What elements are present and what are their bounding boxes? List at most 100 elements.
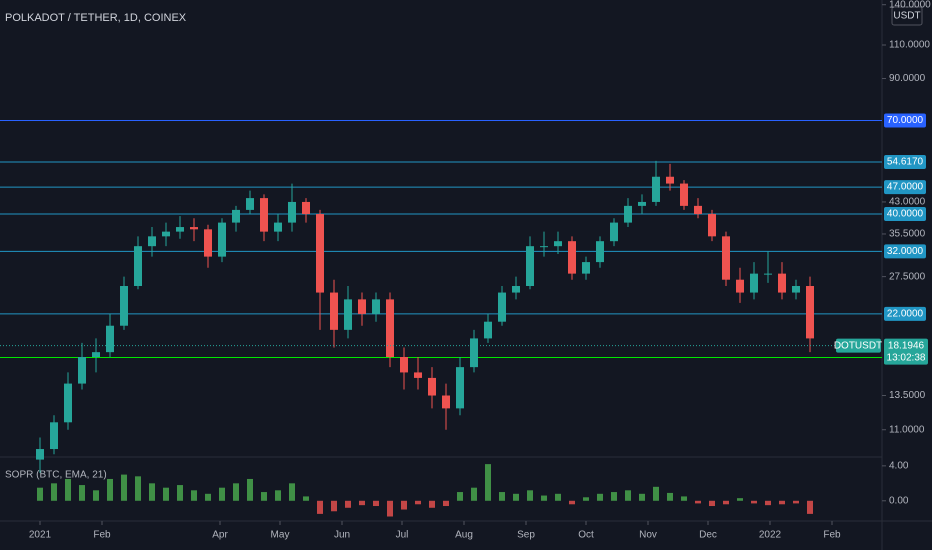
candle-body	[736, 279, 744, 293]
y-tick-label: 110.0000	[889, 40, 930, 51]
indicator-bar	[317, 500, 323, 514]
last-price-label: 18.1946	[888, 340, 925, 351]
currency-box[interactable]	[891, 6, 923, 26]
candle-body	[470, 338, 478, 368]
candle-body	[134, 246, 142, 287]
candle-body	[526, 246, 534, 287]
indicator-bar	[79, 485, 85, 501]
candle-body	[260, 198, 268, 232]
symbol-label: DOTUSDT	[834, 340, 882, 351]
indicator-bar	[401, 500, 407, 510]
indicator-bar	[779, 500, 785, 505]
indicator-bar	[765, 500, 771, 506]
candle-body	[120, 286, 128, 326]
indicator-bar	[247, 478, 253, 501]
currency: USDT	[893, 11, 920, 22]
level-label-box	[884, 244, 926, 259]
indicator-bar	[625, 490, 631, 501]
indicator-bar	[751, 500, 757, 504]
indicator-bar	[135, 476, 141, 501]
indicator-bar	[709, 500, 715, 507]
last-price-box	[884, 338, 928, 365]
candle-body	[330, 292, 338, 330]
candle-body	[316, 214, 324, 293]
x-tick-label: Jun	[334, 530, 350, 541]
indicator-bar	[233, 483, 239, 501]
candle-body	[372, 299, 380, 314]
candle-body	[540, 246, 548, 248]
indicator-bar	[541, 495, 547, 501]
candle-body	[666, 176, 674, 184]
indicator-tick-label: 4.00	[889, 460, 909, 471]
candle-body	[428, 377, 436, 396]
level-label: 22.0000	[887, 309, 924, 320]
indicator-bar	[163, 487, 169, 501]
indicator-bar	[611, 492, 617, 501]
indicator-bar	[667, 492, 673, 501]
candle-body	[148, 236, 156, 247]
candle-body	[246, 198, 254, 210]
candle-body	[568, 241, 576, 274]
candle-body	[64, 383, 72, 423]
indicator-bar	[527, 490, 533, 501]
indicator-bar	[415, 500, 421, 505]
indicator-bar	[289, 483, 295, 501]
candle-body	[344, 299, 352, 330]
level-label: 32.0000	[887, 246, 924, 257]
level-label: 47.0000	[887, 182, 924, 193]
indicator-bar	[37, 487, 43, 501]
candle-body	[512, 286, 520, 293]
indicator-bar	[261, 492, 267, 501]
candle-body	[386, 299, 394, 357]
indicator-bar	[359, 500, 365, 506]
indicator-bar	[429, 500, 435, 508]
x-tick-label: Feb	[93, 530, 111, 541]
level-label: 70.0000	[887, 115, 924, 126]
x-tick-label: Feb	[823, 530, 841, 541]
candle-body	[680, 183, 688, 206]
candle-body	[806, 286, 814, 339]
candle-body	[554, 241, 562, 247]
indicator-bar	[373, 500, 379, 507]
indicator-name: SOPR (BTC, EMA, 21)	[5, 470, 107, 481]
indicator-bar	[93, 490, 99, 501]
indicator-bar	[191, 490, 197, 501]
x-tick-label: May	[271, 530, 290, 541]
x-tick-label: Dec	[699, 530, 717, 541]
y-tick-label: 11.0000	[889, 424, 925, 435]
indicator-bar	[793, 500, 799, 504]
indicator-bar	[499, 492, 505, 501]
candle-body	[358, 299, 366, 314]
y-tick-label: 35.5000	[889, 229, 926, 240]
candle-body	[288, 201, 296, 223]
indicator-bar	[303, 496, 309, 501]
indicator-bar	[331, 500, 337, 512]
y-tick-label: 140.0000	[889, 0, 931, 10]
y-tick-label: 43.0000	[889, 197, 926, 208]
x-tick-label: Jul	[396, 530, 409, 541]
candle-body	[414, 372, 422, 378]
indicator-bar	[471, 487, 477, 501]
indicator-bar	[107, 478, 113, 501]
candle-body	[638, 201, 646, 206]
indicator-bar	[177, 485, 183, 501]
indicator-bar	[275, 490, 281, 501]
x-tick-label: 2021	[29, 530, 52, 541]
candle-body	[708, 214, 716, 237]
level-label-box	[884, 113, 926, 128]
indicator-bar	[681, 496, 687, 501]
indicator-bar	[65, 478, 71, 501]
candle-body	[792, 286, 800, 293]
indicator-bar	[555, 493, 561, 501]
candle-body	[582, 262, 590, 274]
indicator-bar	[513, 493, 519, 501]
y-tick-label: 90.0000	[889, 73, 926, 84]
indicator-bar	[569, 500, 575, 505]
x-tick-label: Aug	[455, 530, 473, 541]
candle-body	[190, 227, 198, 230]
candle-body	[456, 367, 464, 409]
level-label: 54.6170	[887, 157, 924, 168]
candle-body	[764, 273, 772, 275]
candle-body	[484, 321, 492, 339]
